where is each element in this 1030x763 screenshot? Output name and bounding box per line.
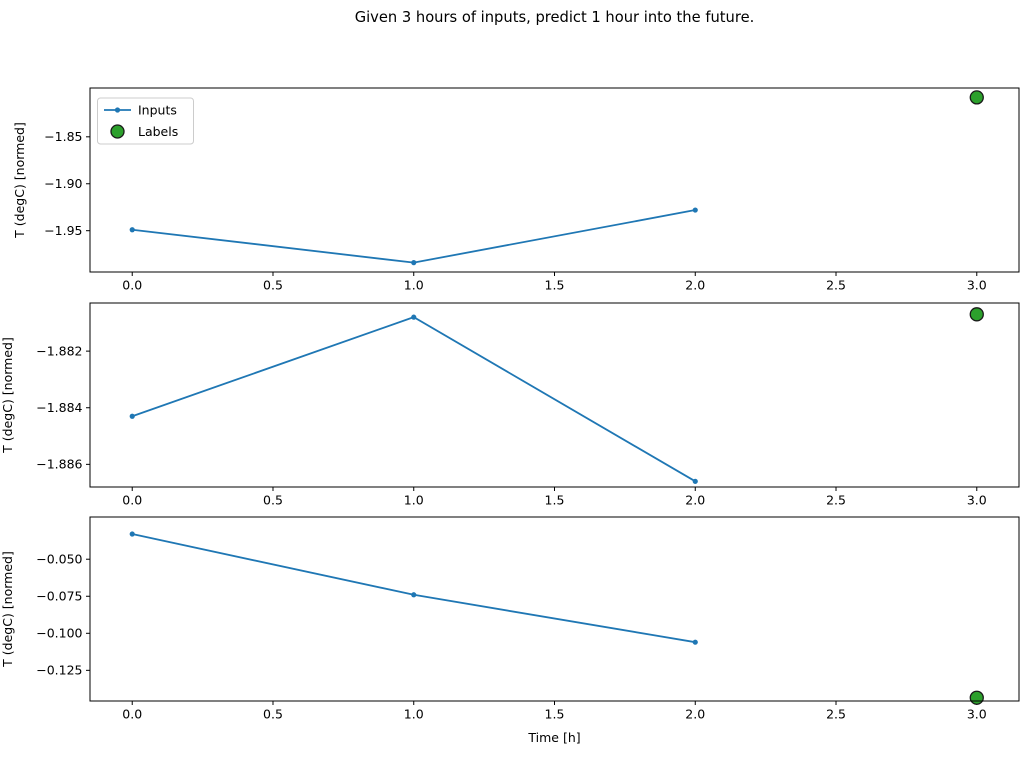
y-tick-label: −1.882 (36, 343, 82, 358)
x-tick-label: 1.5 (545, 493, 565, 508)
y-tick-label: −0.125 (36, 663, 82, 678)
inputs-marker (692, 478, 698, 484)
x-tick-label: 1.5 (545, 707, 565, 722)
y-tick-label: −1.886 (36, 457, 82, 472)
figure-title: Given 3 hours of inputs, predict 1 hour … (354, 9, 755, 26)
legend-inputs-marker-swatch (114, 107, 121, 113)
axes-spines (89, 516, 1020, 702)
y-tick-label: −1.884 (36, 400, 82, 415)
axes-spines (89, 87, 1020, 273)
y-tick-label: −0.075 (36, 589, 82, 604)
x-tick-label: 1.0 (404, 278, 424, 293)
inputs-line (132, 209, 696, 264)
x-tick-label: 0.5 (263, 707, 283, 722)
inputs-line (132, 533, 696, 644)
legend-entry-labels: Labels (138, 124, 178, 139)
x-tick-label: 2.5 (826, 493, 846, 508)
inputs-marker (411, 592, 417, 598)
x-tick-label: 1.0 (404, 493, 424, 508)
x-tick-label: 3.0 (967, 707, 987, 722)
x-tick-label: 2.0 (685, 493, 705, 508)
inputs-line (131, 316, 696, 483)
legend-entry-inputs: Inputs (138, 103, 177, 118)
axes-spines (89, 302, 1020, 488)
y-tick-label: −0.050 (36, 552, 82, 567)
inputs-marker (129, 227, 135, 233)
x-tick-label: 0.5 (263, 278, 283, 293)
y-tick-label: −1.90 (44, 176, 82, 191)
x-tick-label: 2.0 (685, 278, 705, 293)
labels-marker (969, 90, 984, 105)
y-axis-label-top: T (degC) [normed] (12, 122, 27, 239)
x-tick-label: 2.5 (826, 707, 846, 722)
inputs-marker (411, 260, 417, 266)
x-tick-label: 1.0 (404, 707, 424, 722)
y-axis-label-bottom: T (degC) [normed] (0, 551, 15, 668)
y-axis-label-middle: T (degC) [normed] (0, 337, 15, 454)
x-tick-label: 0.0 (122, 493, 142, 508)
labels-marker (969, 307, 984, 322)
x-tick-label: 2.0 (685, 707, 705, 722)
y-tick-label: −0.100 (36, 626, 82, 641)
x-tick-label: 0.5 (263, 493, 283, 508)
legend-labels-marker-swatch (110, 124, 125, 139)
inputs-marker (411, 314, 417, 320)
y-tick-label: −1.85 (44, 129, 82, 144)
legend: Inputs Labels (97, 97, 194, 145)
labels-marker (969, 690, 984, 705)
x-tick-label: 2.5 (826, 278, 846, 293)
inputs-marker (692, 207, 698, 213)
x-tick-label: 3.0 (967, 278, 987, 293)
x-axis-label: Time [h] (527, 730, 580, 745)
inputs-marker (692, 639, 698, 645)
inputs-marker (129, 531, 135, 537)
x-tick-label: 3.0 (967, 493, 987, 508)
x-tick-label: 1.5 (545, 278, 565, 293)
subplots: 0.0 0.5 1.0 1.5 2.0 2.5 3.0 −1.85 −1.90 −1.95 0.0 0… (36, 87, 1020, 722)
x-tick-label: 0.0 (122, 278, 142, 293)
y-tick-label: −1.95 (44, 223, 82, 238)
x-tick-label: 0.0 (122, 707, 142, 722)
inputs-marker (129, 413, 135, 419)
